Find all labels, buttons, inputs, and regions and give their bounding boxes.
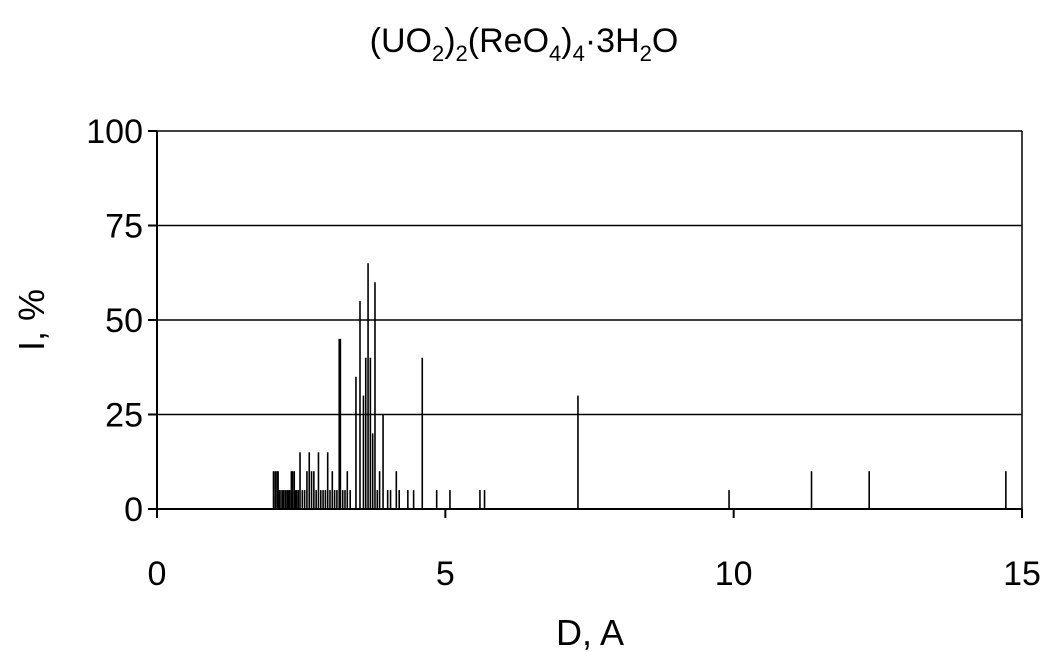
title-part: )	[561, 22, 572, 60]
chart-title: (UO2)2(ReO4)4·3H2O	[370, 22, 679, 66]
x-axis-label: D, A	[556, 612, 624, 652]
title-subscript: 2	[432, 41, 444, 66]
y-tick-label: 25	[105, 397, 143, 435]
title-part: (ReO	[468, 22, 549, 60]
title-part: ·3H	[585, 22, 640, 60]
y-tick-label: 50	[105, 302, 143, 340]
axes	[148, 130, 1023, 518]
x-tick-label: 10	[715, 555, 753, 593]
title-subscript: 4	[573, 41, 585, 66]
y-axis-label: I, %	[11, 289, 52, 351]
title-subscript: 2	[456, 41, 468, 66]
title-part: O	[652, 22, 678, 60]
x-tick-label: 0	[148, 555, 167, 593]
x-tick-label: 15	[1003, 555, 1041, 593]
title-subscript: 2	[640, 41, 652, 66]
y-tick-label: 0	[124, 491, 143, 529]
bars	[272, 263, 1007, 509]
title-part: )	[444, 22, 455, 60]
gridlines	[157, 130, 1022, 416]
tick-labels: 0 25 50 75 100 0 5 10 15	[86, 113, 1041, 593]
title-subscript: 4	[549, 41, 561, 66]
y-tick-label: 100	[86, 113, 143, 151]
x-tick-label: 5	[436, 555, 455, 593]
title-part: (UO	[370, 22, 432, 60]
y-tick-label: 75	[105, 208, 143, 246]
